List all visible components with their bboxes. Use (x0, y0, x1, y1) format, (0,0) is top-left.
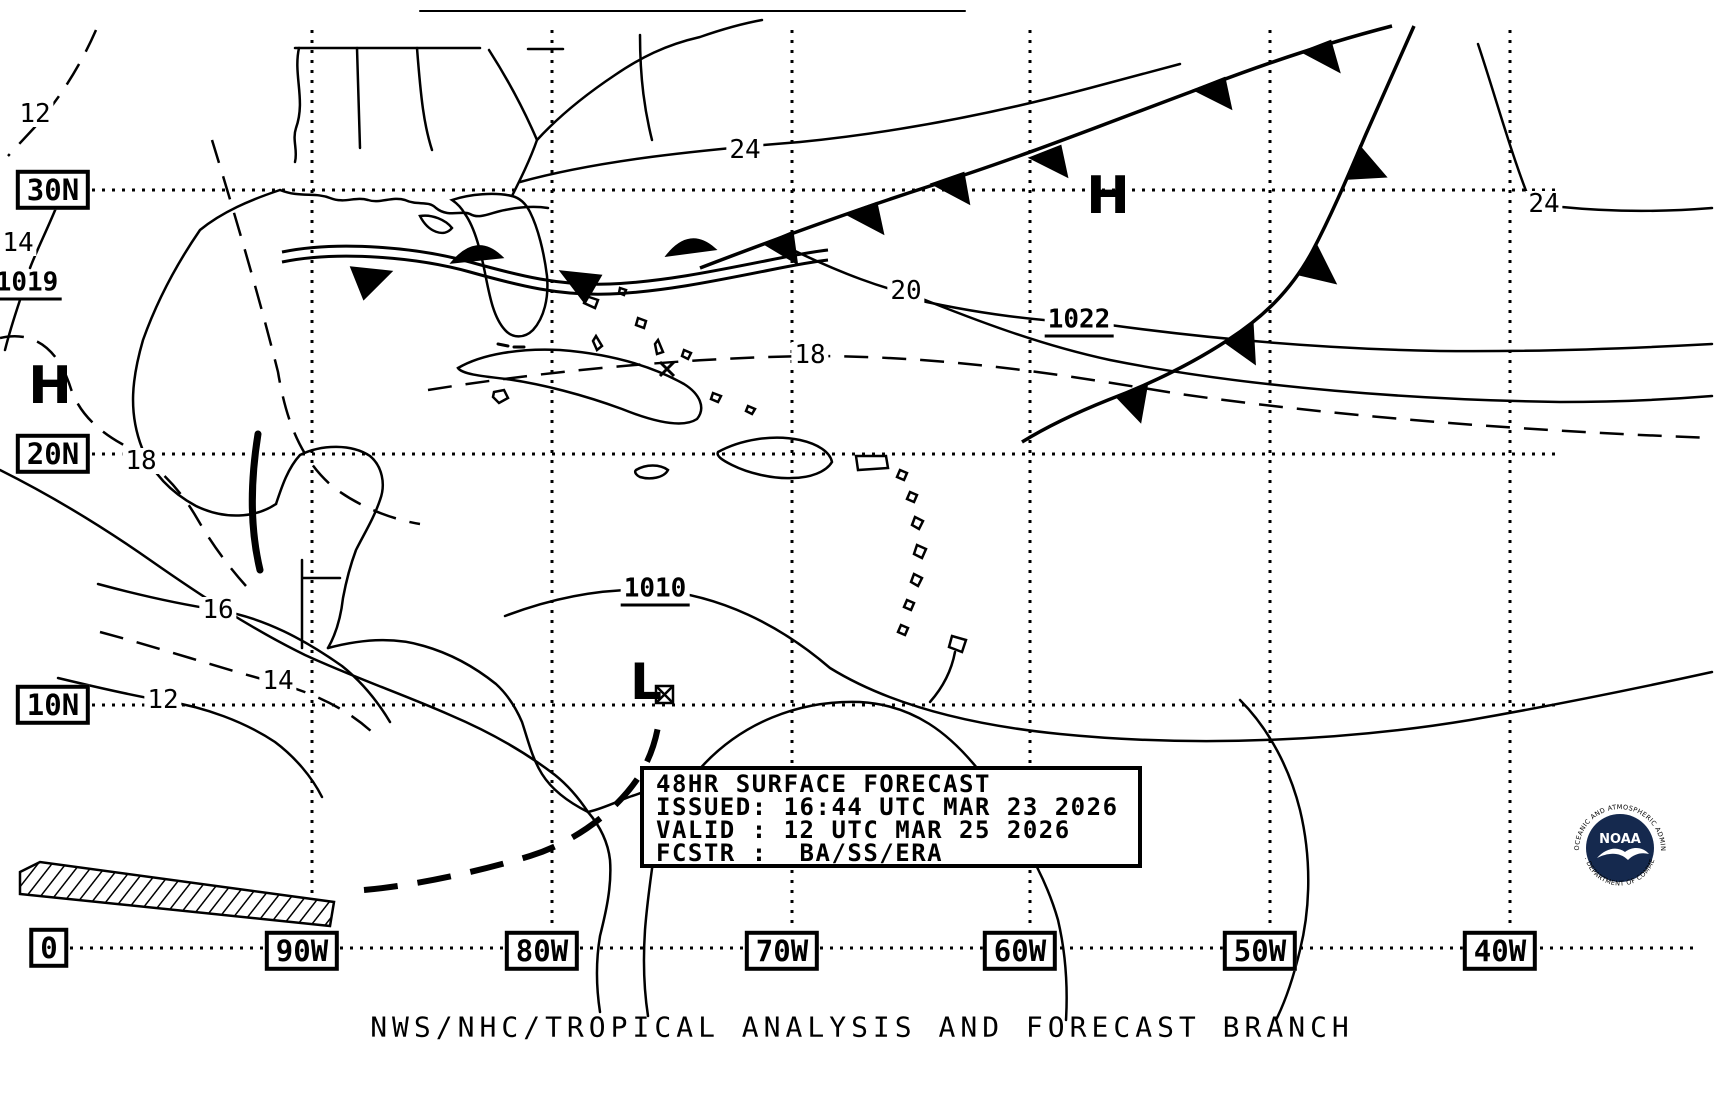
lon-label-80w: 80W (504, 930, 580, 972)
isobar-label-14-cam: 14 (259, 668, 297, 694)
stationary-front (281, 238, 829, 305)
isobar-label-1022: 1022 (1044, 306, 1114, 338)
info-box-valid: VALID : 12 UTC MAR 25 2026 (656, 816, 1071, 844)
isobar-label-16: 16 (199, 597, 237, 623)
svg-text:NATIONAL OCEANIC AND ATMOSPHER: NATIONAL OCEANIC AND ATMOSPHERIC ADMINIS… (0, 0, 1667, 851)
high-center-east: H (1086, 166, 1130, 226)
cold-front-atlantic (1021, 25, 1416, 444)
isobar-label-1019: 1019 (0, 269, 62, 301)
svg-text:U.S. DEPARTMENT OF COMMERCE: U.S. DEPARTMENT OF COMMERCE (0, 0, 1656, 888)
cold-front-north (699, 24, 1393, 270)
lon-label-90w: 90W (264, 930, 340, 972)
noaa-gull-icon (1597, 848, 1649, 860)
isobar-label-1010: 1010 (620, 575, 690, 607)
lon-label-70w: 70W (744, 930, 820, 972)
isobars-dashed (0, 29, 1713, 733)
branch-title: NWS/NHC/TROPICAL ANALYSIS AND FORECAST B… (370, 1010, 1354, 1044)
lat-label-30n: 30N (15, 169, 91, 211)
isobar-label-20: 20 (887, 278, 925, 304)
isobar-label-12-cam: 12 (144, 687, 182, 713)
noaa-ring-bottom-text: U.S. DEPARTMENT OF COMMERCE (0, 0, 1656, 888)
low-center-marker-icon (654, 684, 675, 705)
isobar-label-18-mid: 18 (791, 342, 829, 368)
forecast-info-box: 48HR SURFACE FORECAST ISSUED: 16:44 UTC … (640, 766, 1142, 868)
noaa-ring-top-text: NATIONAL OCEANIC AND ATMOSPHERIC ADMINIS… (0, 0, 1667, 851)
lat-label-0: 0 (29, 927, 69, 969)
hatched-shear-band (18, 711, 663, 928)
isobar-label-12-nw: 12 (16, 101, 54, 127)
info-box-issued: ISSUED: 16:44 UTC MAR 23 2026 (656, 793, 1119, 821)
lon-label-50w: 50W (1222, 930, 1298, 972)
info-box-title: 48HR SURFACE FORECAST (656, 770, 991, 798)
isobar-label-24-right: 24 (1525, 191, 1563, 217)
noaa-logo-text: NOAA (1599, 832, 1641, 847)
isobar-label-18-west: 18 (122, 448, 160, 474)
lat-label-20n: 20N (15, 433, 91, 475)
lon-label-40w: 40W (1462, 930, 1538, 972)
noaa-logo: NOAA NATIONAL OCEANIC AND ATMOSPHERIC AD… (0, 0, 1667, 888)
lon-label-60w: 60W (982, 930, 1058, 972)
high-center-west: H (28, 356, 72, 416)
isobar-label-24-top: 24 (726, 137, 764, 163)
coastlines (0, 10, 1310, 1022)
info-box-fcstr: FCSTR : BA/SS/ERA (656, 839, 944, 867)
isobar-label-14-west: 14 (0, 230, 37, 256)
cross-tick (658, 360, 676, 378)
low-center: L (630, 653, 662, 711)
lat-label-10n: 10N (15, 684, 91, 726)
isobars-solid (3, 42, 1714, 799)
